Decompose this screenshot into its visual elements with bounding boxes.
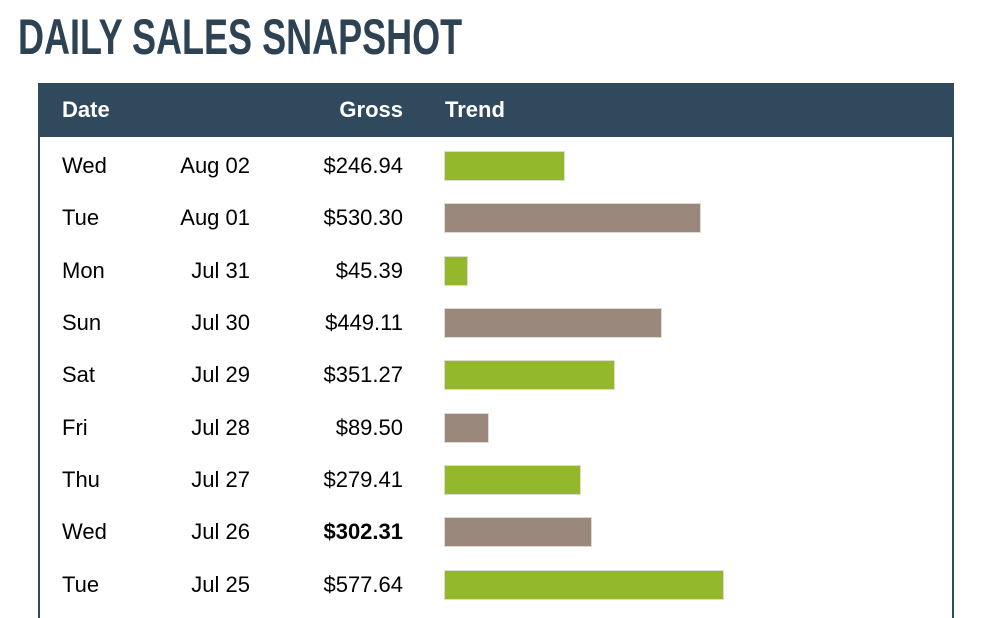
trend-bar	[444, 569, 724, 600]
day-cell: Wed	[62, 519, 107, 545]
trend-bar	[444, 308, 662, 339]
daily-sales-table: Date Gross Trend Wed Aug 02 $246.94 Tue …	[38, 83, 954, 618]
gross-cell: $302.31	[323, 519, 403, 545]
day-cell: Fri	[62, 414, 88, 440]
trend-cell	[444, 192, 948, 244]
table-row: Sun Jul 30 $449.11	[40, 297, 952, 349]
day-cell: Tue	[62, 571, 100, 597]
trend-bar	[444, 412, 489, 443]
column-header-date: Date	[62, 97, 110, 122]
trend-cell	[444, 349, 948, 401]
page-title: DAILY SALES SNAPSHOT	[18, 9, 463, 65]
date-cell: Jul 29	[191, 362, 250, 388]
day-cell: Tue	[62, 205, 100, 231]
date-cell: Jul 25	[191, 571, 250, 597]
date-cell: Jul 31	[191, 257, 250, 283]
table-row: Tue Aug 01 $530.30	[40, 192, 952, 244]
gross-cell: $89.50	[335, 414, 403, 440]
date-cell: Jul 30	[191, 310, 250, 336]
date-cell: Jul 27	[191, 466, 250, 492]
column-header-gross: Gross	[339, 97, 403, 122]
trend-cell	[444, 454, 948, 506]
trend-bar	[444, 255, 468, 286]
day-cell: Sun	[62, 310, 102, 336]
trend-bar	[444, 203, 701, 234]
day-cell: Mon	[62, 257, 105, 283]
gross-cell: $45.39	[335, 257, 403, 283]
table-row: Wed Jul 26 $302.31	[40, 506, 952, 558]
trend-bar	[444, 151, 565, 182]
trend-bar	[444, 360, 615, 391]
trend-cell	[444, 140, 948, 192]
table-row: Thu Jul 27 $279.41	[40, 454, 952, 506]
trend-bar	[444, 517, 592, 548]
table-row: Wed Aug 02 $246.94	[40, 140, 952, 192]
column-header-trend: Trend	[445, 97, 505, 122]
date-cell: Aug 02	[180, 153, 250, 179]
gross-cell: $279.41	[323, 466, 403, 492]
table-row: Mon Jul 31 $45.39	[40, 245, 952, 297]
trend-cell	[444, 558, 948, 610]
day-cell: Sat	[62, 362, 96, 388]
trend-cell	[444, 297, 948, 349]
trend-cell	[444, 401, 948, 453]
trend-bar	[444, 464, 581, 495]
date-cell: Jul 26	[191, 519, 250, 545]
date-cell: Aug 01	[180, 205, 250, 231]
gross-cell: $351.27	[323, 362, 403, 388]
table-row: Tue Jul 25 $577.64	[40, 558, 952, 610]
day-cell: Wed	[62, 153, 107, 179]
date-cell: Jul 28	[191, 414, 250, 440]
trend-cell	[444, 245, 948, 297]
table-body: Wed Aug 02 $246.94 Tue Aug 01 $530.30 Mo…	[40, 137, 952, 611]
day-cell: Thu	[62, 466, 100, 492]
table-header-row: Date Gross Trend	[40, 83, 952, 137]
gross-cell: $530.30	[323, 205, 403, 231]
table-row: Sat Jul 29 $351.27	[40, 349, 952, 401]
gross-cell: $577.64	[323, 571, 403, 597]
trend-cell	[444, 506, 948, 558]
table-row: Fri Jul 28 $89.50	[40, 401, 952, 453]
gross-cell: $246.94	[323, 153, 403, 179]
gross-cell: $449.11	[325, 310, 403, 336]
